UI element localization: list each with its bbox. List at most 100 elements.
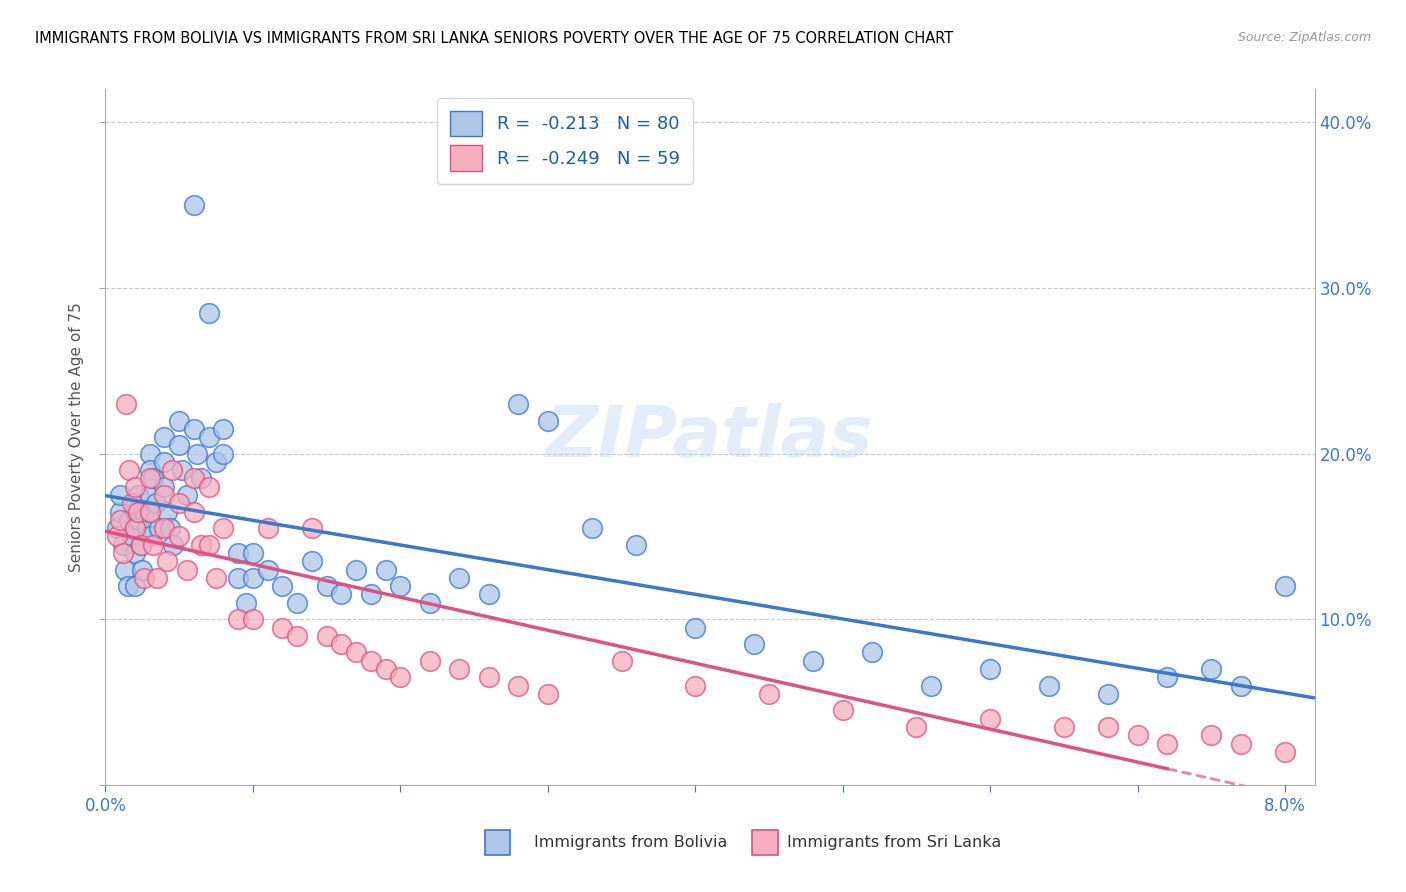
Point — [197, 538, 219, 552]
Point — [183, 505, 205, 519]
Text: Source: ZipAtlas.com: Source: ZipAtlas.com — [1237, 31, 1371, 45]
Point — [212, 521, 235, 535]
Point — [478, 670, 501, 684]
Legend: R =  -0.213   N = 80, R =  -0.249   N = 59: R = -0.213 N = 80, R = -0.249 N = 59 — [437, 98, 693, 184]
Point — [167, 413, 190, 427]
Point — [146, 571, 169, 585]
Point — [142, 538, 165, 552]
Text: Immigrants from Bolivia: Immigrants from Bolivia — [534, 836, 728, 850]
Point — [235, 596, 257, 610]
Point — [124, 505, 146, 519]
Point — [128, 513, 150, 527]
Point — [360, 654, 382, 668]
Point — [626, 538, 648, 552]
Point — [117, 579, 139, 593]
Point — [138, 447, 160, 461]
Point — [105, 529, 128, 543]
Point — [1274, 745, 1296, 759]
Point — [167, 438, 190, 452]
Point — [1038, 679, 1060, 693]
Point — [449, 571, 471, 585]
Point — [242, 612, 264, 626]
Point — [124, 521, 146, 535]
Point — [979, 662, 1001, 676]
Point — [142, 471, 165, 485]
Point — [153, 521, 176, 535]
Point — [1201, 728, 1223, 742]
Point — [186, 447, 208, 461]
Point — [242, 571, 264, 585]
Point — [108, 513, 131, 527]
Point — [212, 422, 235, 436]
Point — [905, 720, 928, 734]
Point — [132, 505, 155, 519]
Text: IMMIGRANTS FROM BOLIVIA VS IMMIGRANTS FROM SRI LANKA SENIORS POVERTY OVER THE AG: IMMIGRANTS FROM BOLIVIA VS IMMIGRANTS FR… — [35, 31, 953, 46]
Point — [148, 521, 170, 535]
Point — [197, 430, 219, 444]
Point — [121, 496, 143, 510]
Point — [315, 579, 337, 593]
Point — [508, 679, 530, 693]
Point — [242, 546, 264, 560]
Point — [167, 529, 190, 543]
Point — [129, 538, 152, 552]
Point — [124, 579, 146, 593]
Text: Immigrants from Sri Lanka: Immigrants from Sri Lanka — [787, 836, 1001, 850]
Text: ZIPatlas: ZIPatlas — [547, 402, 873, 472]
Point — [162, 538, 184, 552]
Point — [212, 447, 235, 461]
Point — [160, 463, 183, 477]
Point — [1053, 720, 1076, 734]
Point — [226, 546, 249, 560]
Point — [537, 413, 560, 427]
Point — [153, 455, 176, 469]
Point — [685, 679, 707, 693]
Point — [1230, 737, 1253, 751]
Point — [285, 629, 308, 643]
Point — [138, 505, 160, 519]
Point — [478, 587, 501, 601]
Point — [131, 563, 153, 577]
Point — [389, 579, 412, 593]
Point — [374, 662, 396, 676]
Point — [1156, 670, 1178, 684]
Point — [197, 306, 219, 320]
Point — [176, 488, 198, 502]
Point — [979, 712, 1001, 726]
Point — [1230, 679, 1253, 693]
Point — [114, 563, 136, 577]
Point — [742, 637, 765, 651]
Point — [159, 521, 181, 535]
Point — [156, 505, 179, 519]
Point — [172, 463, 194, 477]
Point — [1097, 687, 1119, 701]
Point — [285, 596, 308, 610]
Point — [1201, 662, 1223, 676]
Point — [226, 612, 249, 626]
Point — [105, 521, 128, 535]
Point — [124, 521, 146, 535]
Point — [301, 521, 323, 535]
Point — [108, 505, 131, 519]
Point — [581, 521, 603, 535]
Point — [758, 687, 780, 701]
Point — [344, 645, 367, 659]
Point — [920, 679, 942, 693]
Point — [115, 397, 138, 411]
Point — [176, 563, 198, 577]
Point — [121, 529, 143, 543]
Point — [205, 571, 228, 585]
Point — [190, 538, 212, 552]
Point — [138, 529, 160, 543]
Point — [360, 587, 382, 601]
Point — [132, 571, 155, 585]
Point — [801, 654, 824, 668]
Point — [537, 687, 560, 701]
Point — [860, 645, 883, 659]
Point — [118, 463, 141, 477]
Point — [197, 480, 219, 494]
Point — [153, 488, 176, 502]
Point — [389, 670, 412, 684]
Point — [271, 579, 294, 593]
Point — [1156, 737, 1178, 751]
